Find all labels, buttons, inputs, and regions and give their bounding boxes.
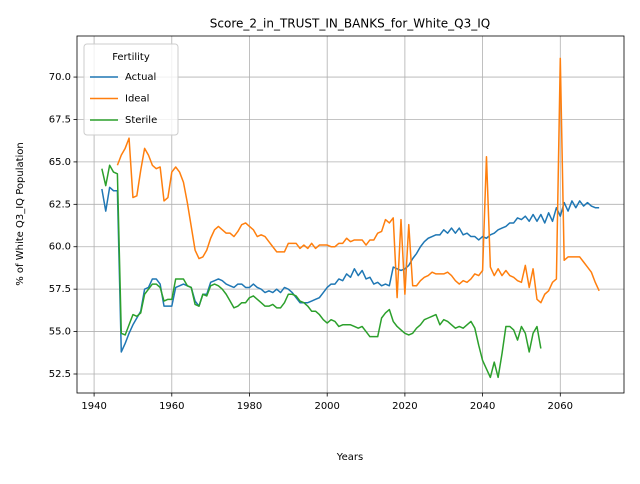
legend: Fertility Actual Ideal Sterile xyxy=(83,43,179,136)
y-tick-label: 52.5 xyxy=(49,369,71,380)
x-tick-label: 1960 xyxy=(159,401,184,412)
y-tick-label: 65.0 xyxy=(49,157,71,168)
legend-label: Ideal xyxy=(125,94,149,105)
x-tick-label: 2020 xyxy=(392,401,417,412)
x-tick-label: 1940 xyxy=(81,401,106,412)
series-line xyxy=(116,57,600,304)
grid xyxy=(77,36,624,393)
chart-title: Score_2_in_TRUST_IN_BANKS_for_White_Q3_I… xyxy=(210,17,490,31)
legend-box xyxy=(83,43,179,136)
series-line xyxy=(101,186,600,353)
y-tick-label: 55.0 xyxy=(49,327,71,338)
x-tick-label: 2060 xyxy=(548,401,573,412)
series-line xyxy=(101,164,542,379)
legend-label: Actual xyxy=(125,72,156,83)
plot-frame xyxy=(76,35,625,394)
y-tick-label: 67.5 xyxy=(49,114,71,125)
x-tick-label: 2000 xyxy=(314,401,339,412)
x-axis-label: Years xyxy=(336,452,363,463)
y-tick-label: 70.0 xyxy=(49,72,71,83)
y-axis-label: % of White Q3_IQ Population xyxy=(15,142,26,286)
legend-label: Sterile xyxy=(125,115,157,126)
y-tick-label: 62.5 xyxy=(49,199,71,210)
y-tick-label: 57.5 xyxy=(49,284,71,295)
y-tick-label: 60.0 xyxy=(49,242,71,253)
legend-title: Fertility xyxy=(112,52,150,63)
x-tick-label: 2040 xyxy=(470,401,495,412)
plot-lines xyxy=(101,57,600,379)
x-tick-label: 1980 xyxy=(237,401,262,412)
